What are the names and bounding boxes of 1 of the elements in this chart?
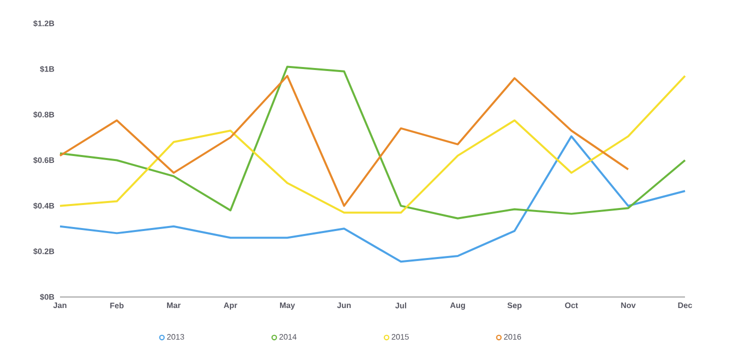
line-series [59,135,686,263]
